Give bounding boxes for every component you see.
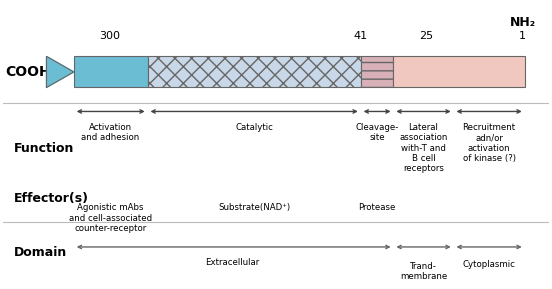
Text: Recruitment
adn/or
activation
of kinase (?): Recruitment adn/or activation of kinase … [463, 123, 516, 163]
Text: 300: 300 [99, 31, 120, 41]
Polygon shape [46, 56, 74, 88]
Text: NH₂: NH₂ [509, 16, 535, 29]
Text: 1: 1 [518, 31, 526, 41]
Text: Domain: Domain [14, 246, 67, 259]
Bar [74, 56, 147, 88]
Bar [394, 56, 524, 88]
Bar [147, 56, 360, 88]
Text: Cytoplasmic: Cytoplasmic [463, 260, 516, 269]
Text: 41: 41 [354, 31, 368, 41]
Bar [360, 56, 394, 88]
Text: Catalytic: Catalytic [235, 123, 273, 132]
Text: Trand-
membrane: Trand- membrane [400, 262, 447, 281]
Text: Effector(s): Effector(s) [14, 192, 89, 205]
Text: COOH: COOH [6, 65, 51, 79]
Text: Lateral
association
with-T and
B cell
receptors: Lateral association with-T and B cell re… [399, 123, 448, 173]
Text: Substrate(NAD⁺): Substrate(NAD⁺) [218, 203, 290, 212]
Text: Extracellular: Extracellular [205, 258, 259, 267]
Text: Function: Function [14, 142, 74, 155]
Text: 25: 25 [419, 31, 433, 41]
Text: Agonistic mAbs
and cell-associated
counter-receptor: Agonistic mAbs and cell-associated count… [69, 203, 152, 233]
Text: Protease: Protease [358, 203, 396, 212]
Text: Cleavage-
site: Cleavage- site [355, 123, 399, 142]
Text: Activation
and adhesion: Activation and adhesion [81, 123, 140, 142]
